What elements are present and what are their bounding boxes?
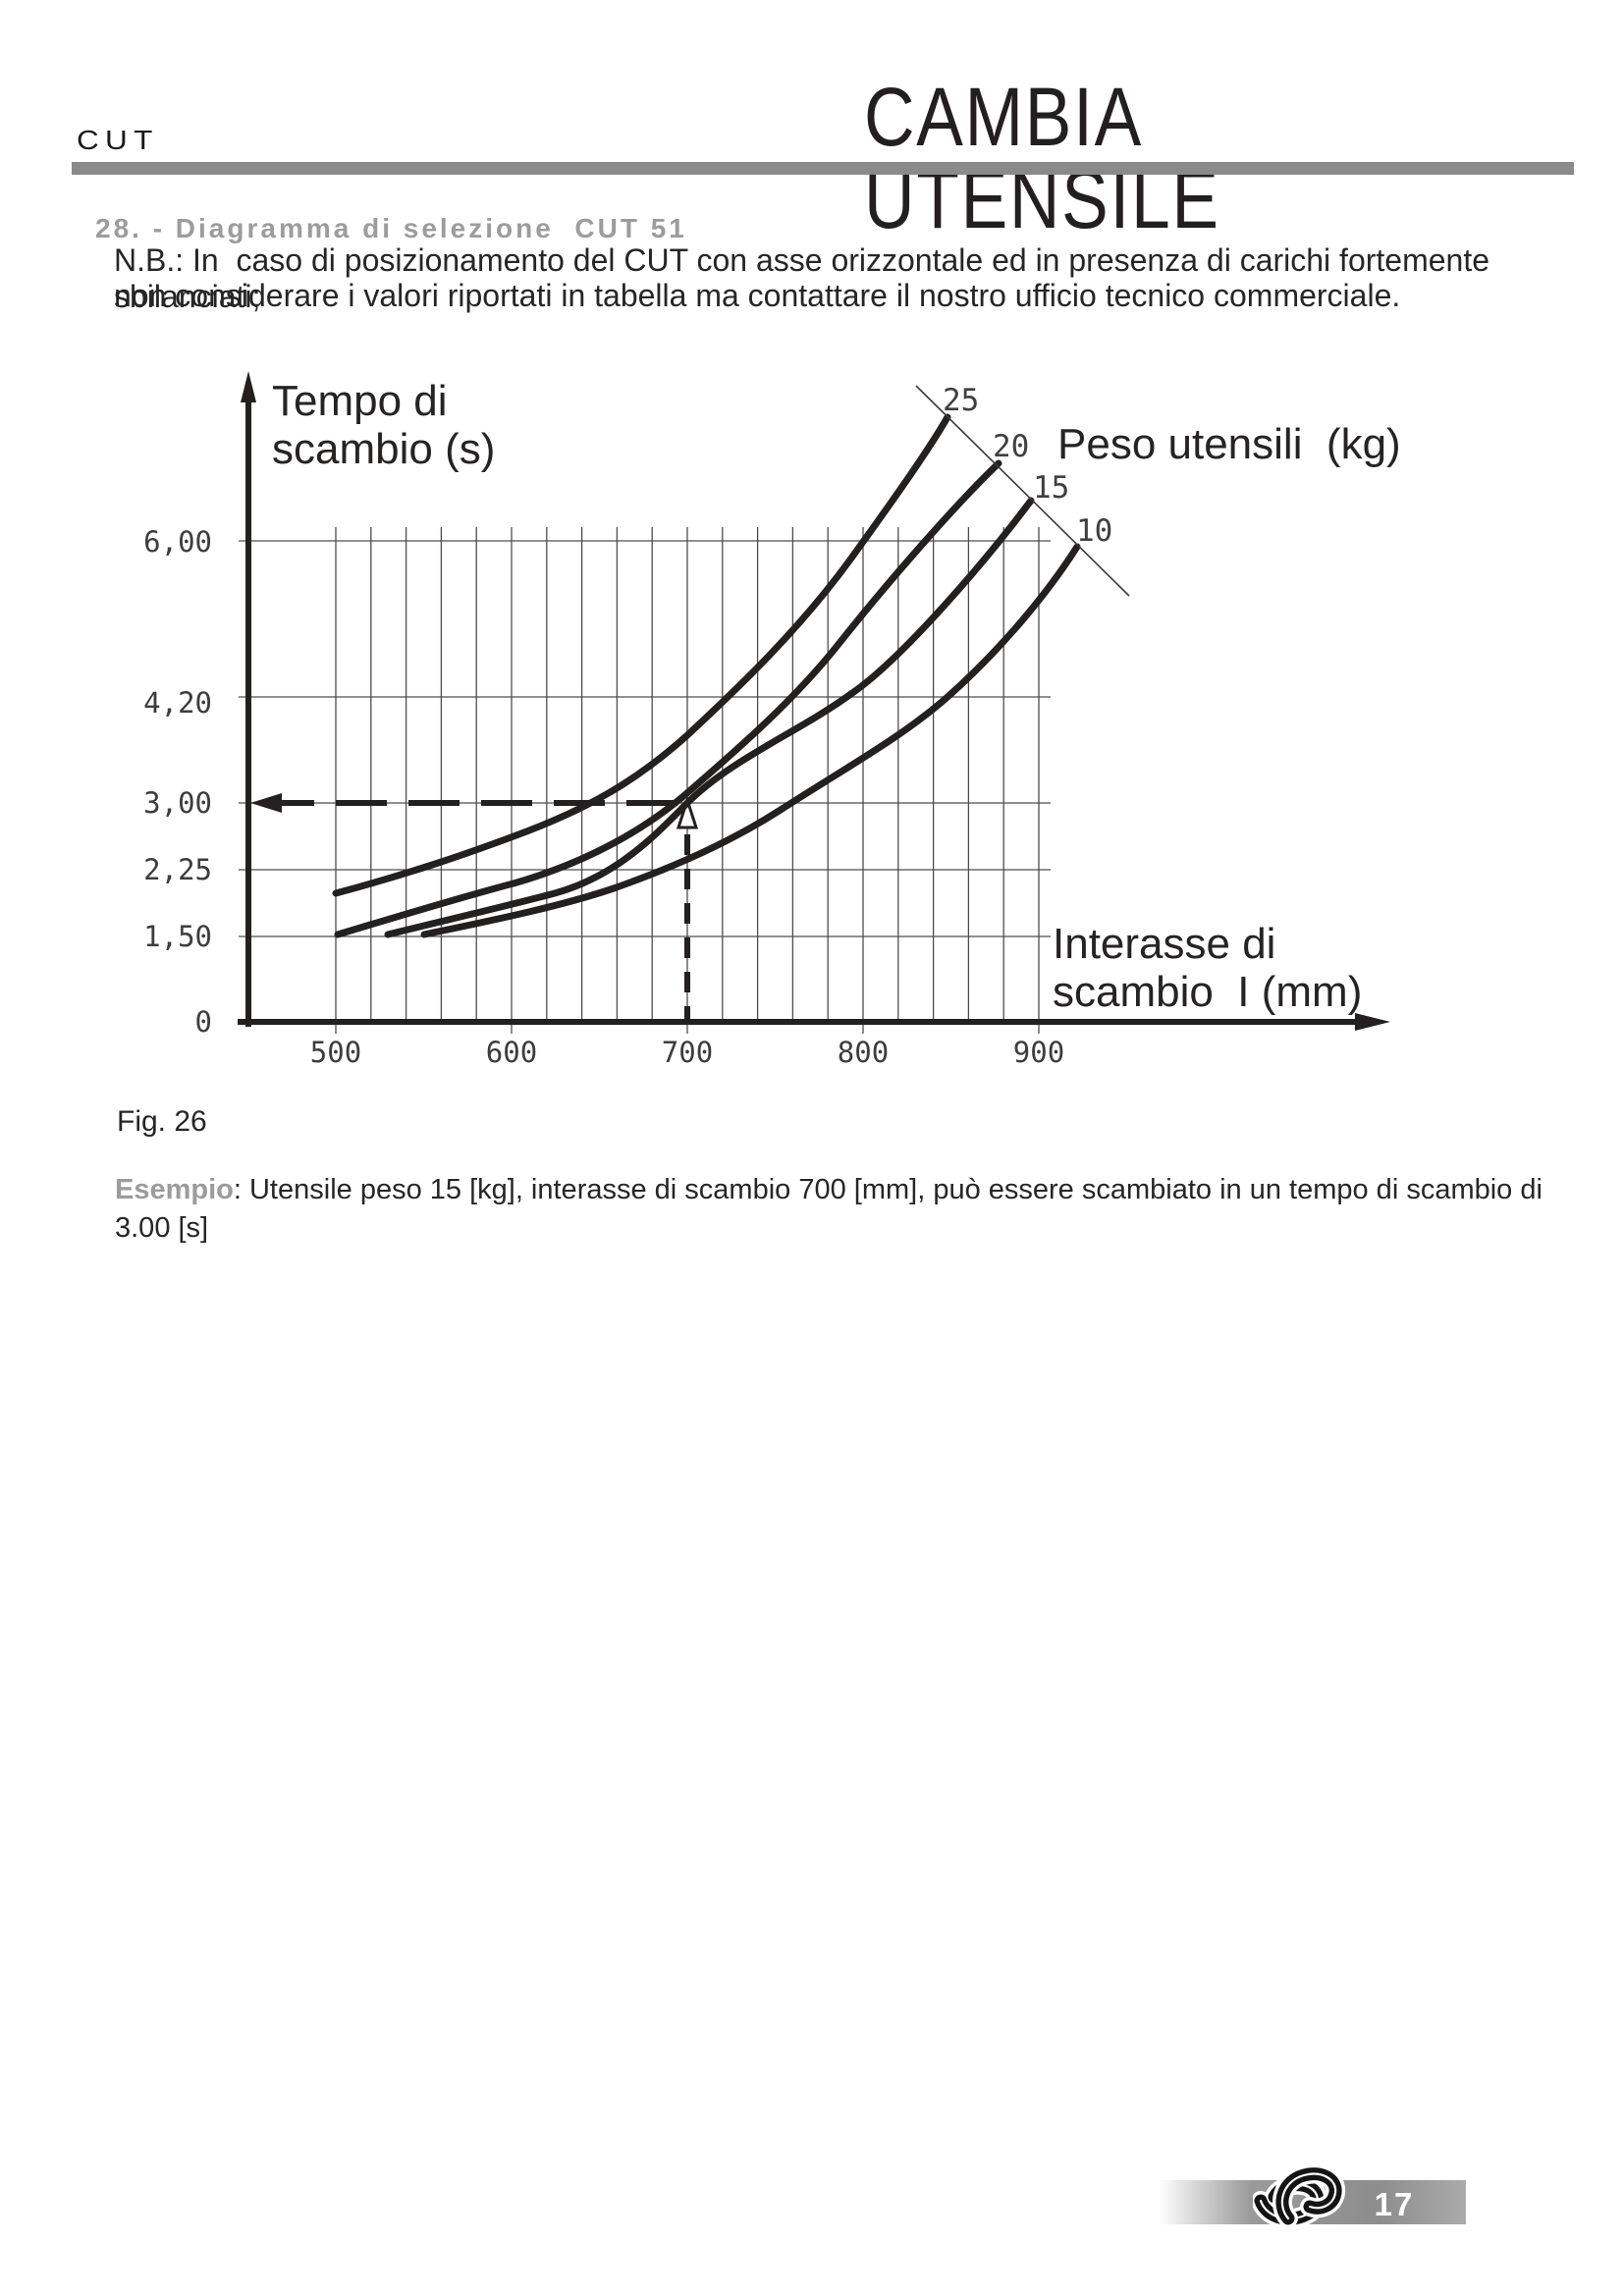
x-axis-arrow-icon — [1355, 1013, 1390, 1031]
y-axis-title-line2: scambio (s) — [272, 425, 496, 473]
header-rule — [72, 162, 1574, 175]
y-tick-4-20: 4,20 — [143, 686, 212, 720]
product-code: CUT — [77, 126, 159, 156]
y-axis-arrow-icon — [241, 371, 256, 402]
y-axis-title-line1: Tempo di — [272, 377, 448, 425]
section-title: 28. - Diagramma di selezione CUT 51 — [95, 213, 687, 243]
rope-knot-logo-icon — [1253, 2164, 1346, 2229]
grid — [239, 527, 1051, 1034]
y-tick-1-50: 1,50 — [143, 920, 212, 953]
weight-curves — [332, 413, 1081, 938]
x-tick-600: 600 — [485, 1036, 538, 1069]
x-tick-900: 900 — [1012, 1036, 1065, 1069]
figure-caption: Fig. 26 — [117, 1105, 207, 1138]
y-tick-3-00: 3,00 — [143, 786, 212, 820]
curve-20kg — [334, 459, 1002, 938]
x-tick-800: 800 — [837, 1036, 890, 1069]
y-tick-0: 0 — [194, 1005, 212, 1039]
footer-bar: 17 — [1159, 2164, 1466, 2229]
example-guides — [250, 793, 699, 1019]
x-axis-title-line1: Interasse di — [1053, 920, 1276, 968]
y-tick-2-25: 2,25 — [143, 853, 212, 886]
intersection-marker-icon — [676, 795, 699, 829]
curve-15kg — [384, 497, 1035, 938]
curve-label-leader-line — [915, 385, 1130, 597]
curve-label-20kg: 20 — [993, 429, 1030, 464]
example-text: : Utensile peso 15 [kg], interasse di sc… — [233, 1174, 1543, 1205]
curve-label-10kg: 10 — [1076, 513, 1113, 549]
y-tick-6-00: 6,00 — [143, 525, 212, 559]
note-line-1: N.B.: In caso di posizionamento del CUT … — [114, 242, 1498, 314]
curve-label-15kg: 15 — [1033, 470, 1070, 506]
x-axis-title-line2: scambio I (mm) — [1053, 968, 1363, 1016]
page-number: 17 — [1374, 2186, 1415, 2222]
example-result: 3.00 [s] — [115, 1212, 209, 1244]
note-line-2: non considerare i valori riportati in ta… — [114, 278, 1401, 313]
curve-10kg — [420, 543, 1081, 938]
example-label: Esempio — [115, 1174, 234, 1205]
x-tick-700: 700 — [661, 1036, 714, 1069]
example-paragraph: Esempio: Utensile peso 15 [kg], interass… — [115, 1171, 1568, 1248]
curve-label-25kg: 25 — [943, 383, 980, 418]
left-arrow-icon — [250, 793, 282, 813]
x-tick-500: 500 — [309, 1036, 362, 1069]
axes — [238, 371, 1390, 1031]
curve-25kg — [332, 413, 951, 897]
series-title: Peso utensili (kg) — [1057, 420, 1401, 468]
